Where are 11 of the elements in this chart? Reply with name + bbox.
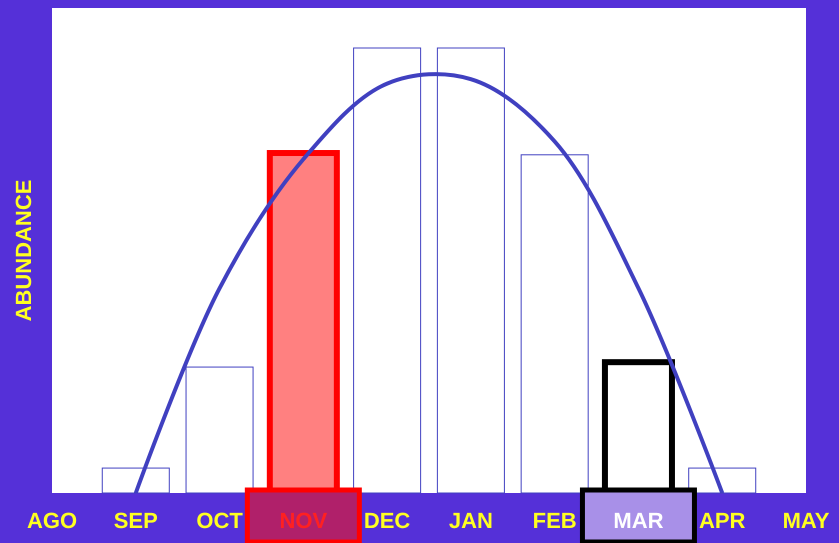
x-tick-label: APR [698,508,746,533]
x-tick-label: FEB [532,508,577,533]
x-tick-label: MAY [782,508,830,533]
x-tick-label: DEC [364,508,410,533]
x-tick-label: OCT [196,508,244,533]
x-tick-label: MAR [613,508,664,533]
x-tick-label: NOV [279,508,328,533]
y-axis-title: ABUNDANCE [11,180,36,322]
x-tick-label: SEP [114,508,158,533]
x-tick-label: JAN [448,508,493,533]
x-tick-label: AGO [26,508,78,533]
